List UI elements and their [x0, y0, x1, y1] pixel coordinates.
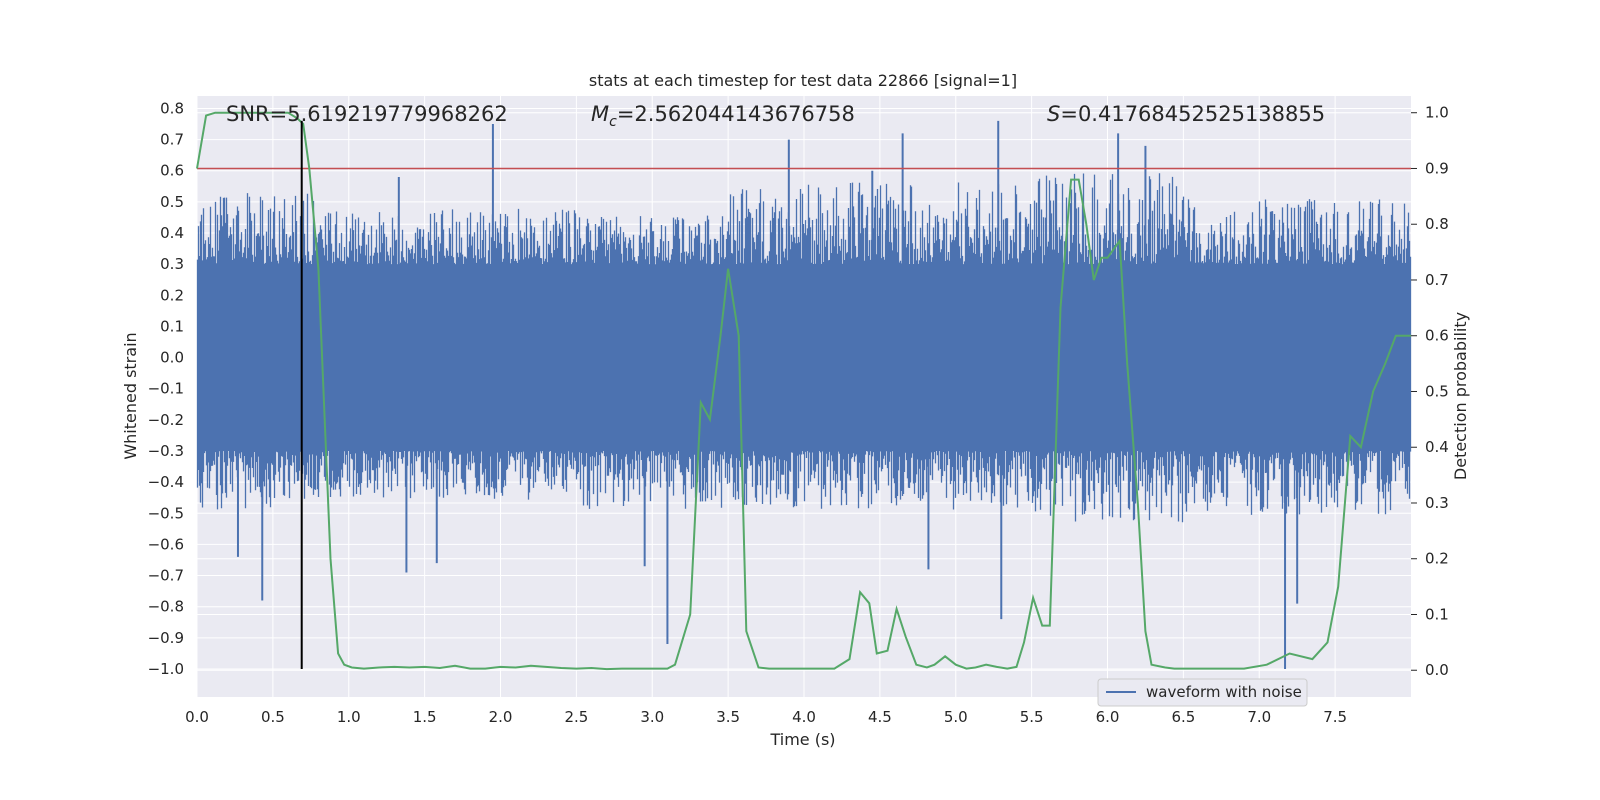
y-tick-label: 0.7	[160, 131, 184, 149]
y-axis-ticks: 0.8 0.7 0.6 0.5 0.4 0.3 0.2 0.1 0.0 −0.1 −0.2 −0.3 −…	[148, 99, 184, 678]
chirp-mass-annotation: Mc=2.562044143676758	[591, 102, 855, 130]
y2-tick-label: 0.0	[1425, 661, 1449, 679]
x-tick-label: 7.0	[1247, 708, 1271, 726]
score-annotation: S=0.41768452525138855	[1047, 102, 1325, 126]
y-tick-label: −0.4	[148, 473, 184, 491]
y-tick-label: −0.5	[148, 504, 184, 522]
y-tick-label: −1.0	[148, 660, 184, 678]
y-tick-label: 0.2	[160, 286, 184, 304]
y2-tick-label: 0.8	[1425, 215, 1449, 233]
y2-axis-ticks: 1.0 0.9 0.8 0.7 0.6 0.5 0.4 0.3 0.2 0.1 0.0	[1411, 104, 1449, 679]
y-tick-label: −0.1	[148, 380, 184, 398]
x-tick-label: 1.0	[337, 708, 361, 726]
x-tick-label: 4.0	[792, 708, 816, 726]
x-axis-ticks: 0.0 0.5 1.0 1.5 2.0 2.5 3.0 3.5 4.0 4.5 5.0 5.5 6.0 6…	[185, 708, 1347, 726]
y-tick-label: 0.0	[160, 349, 184, 367]
y2-tick-label: 1.0	[1425, 104, 1449, 122]
y2-tick-label: 0.6	[1425, 327, 1449, 345]
y-tick-label: −0.6	[148, 535, 184, 553]
chart-title: stats at each timestep for test data 228…	[589, 71, 1017, 90]
x-tick-label: 2.5	[564, 708, 588, 726]
y-tick-label: −0.7	[148, 567, 184, 585]
y2-tick-label: 0.9	[1425, 159, 1449, 177]
legend: waveform with noise	[1097, 678, 1308, 707]
waveform-noise	[196, 173, 1412, 523]
y-tick-label: −0.9	[148, 629, 184, 647]
x-tick-label: 2.0	[489, 708, 513, 726]
legend-label-waveform: waveform with noise	[1146, 683, 1302, 701]
y-tick-label: 0.6	[160, 162, 184, 180]
y-tick-label: 0.3	[160, 255, 184, 273]
y2-tick-label: 0.2	[1425, 550, 1449, 568]
legend-box	[1097, 678, 1308, 707]
y2-tick-label: 0.3	[1425, 494, 1449, 512]
snr-annotation: SNR=5.619219779968262	[226, 102, 508, 126]
x-tick-label: 6.0	[1096, 708, 1120, 726]
x-axis-label: Time (s)	[769, 730, 835, 749]
y-tick-label: 0.5	[160, 193, 184, 211]
y2-tick-label: 0.7	[1425, 271, 1449, 289]
x-tick-label: 3.0	[640, 708, 664, 726]
y-tick-label: 0.1	[160, 317, 184, 335]
x-tick-label: 6.5	[1171, 708, 1195, 726]
s-value: =0.41768452525138855	[1060, 102, 1325, 126]
y-axis-label: Whitened strain	[121, 332, 140, 459]
y2-axis-label: Detection probability	[1451, 312, 1470, 480]
y2-tick-label: 0.5	[1425, 382, 1449, 400]
y2-tick-label: 0.1	[1425, 605, 1449, 623]
mc-value: =2.562044143676758	[617, 102, 855, 126]
x-tick-label: 1.5	[413, 708, 437, 726]
x-tick-label: 5.0	[944, 708, 968, 726]
y-tick-label: 0.4	[160, 224, 184, 242]
probability-series	[196, 111, 1411, 671]
y2-tick-label: 0.4	[1425, 438, 1449, 456]
x-tick-label: 4.5	[868, 708, 892, 726]
s-symbol: S	[1047, 102, 1060, 126]
x-tick-label: 7.5	[1323, 708, 1347, 726]
x-tick-label: 0.0	[185, 708, 209, 726]
x-tick-label: 5.5	[1020, 708, 1044, 726]
x-tick-label: 0.5	[261, 708, 285, 726]
mc-subscript: c	[609, 114, 617, 130]
x-tick-label: 3.5	[716, 708, 740, 726]
y-tick-label: −0.2	[148, 411, 184, 429]
y-tick-label: 0.8	[160, 99, 184, 117]
y-tick-label: −0.3	[148, 442, 184, 460]
y-tick-label: −0.8	[148, 598, 184, 616]
mc-symbol: M	[591, 102, 609, 126]
